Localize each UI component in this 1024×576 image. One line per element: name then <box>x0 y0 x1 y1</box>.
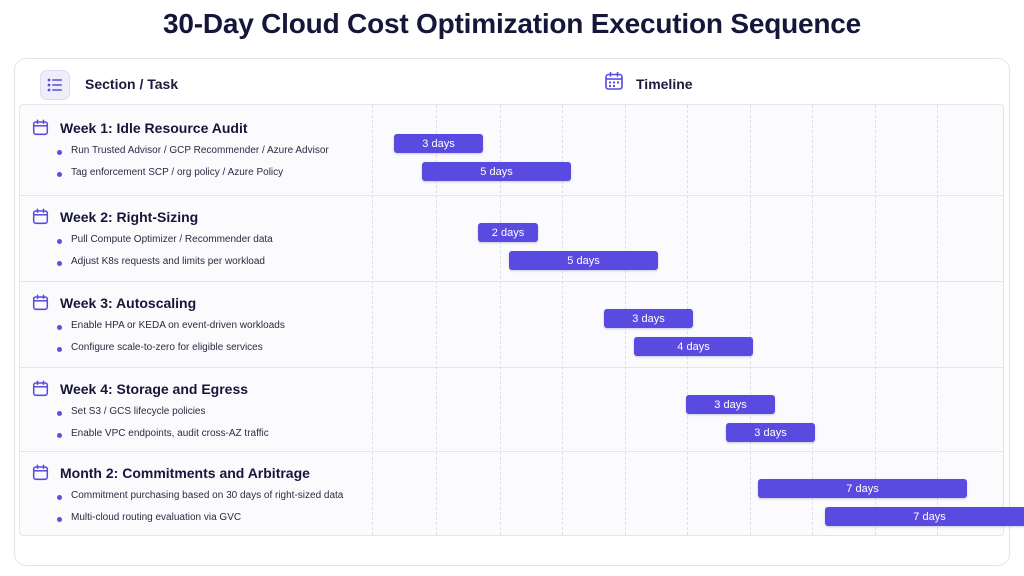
timeline-gridline <box>372 105 373 535</box>
task-label: Multi-cloud routing evaluation via GVC <box>71 512 242 523</box>
section-divider <box>20 451 1003 452</box>
bullet-dot <box>57 325 62 330</box>
gantt-bar[interactable]: 3 days <box>394 134 483 153</box>
gantt-bar[interactable]: 7 days <box>758 479 967 498</box>
section-title: Week 1: Idle Resource Audit <box>60 120 248 136</box>
section-title: Week 4: Storage and Egress <box>60 381 249 397</box>
section-divider <box>20 195 1003 196</box>
gantt-bar[interactable]: 4 days <box>634 337 753 356</box>
list-icon <box>40 70 70 100</box>
task-label: Enable VPC endpoints, audit cross-AZ tra… <box>71 428 269 439</box>
section-divider <box>20 367 1003 368</box>
timeline-gridline <box>562 105 563 535</box>
timeline-header: Timeline <box>636 76 693 92</box>
gantt-bar[interactable]: 3 days <box>686 395 775 414</box>
calendar-icon <box>32 119 49 136</box>
bullet-dot <box>57 347 62 352</box>
task-label: Pull Compute Optimizer / Recommender dat… <box>71 234 273 245</box>
bullet-dot <box>57 411 62 416</box>
timeline-gridline <box>812 105 813 535</box>
bullet-dot <box>57 433 62 438</box>
bullet-dot <box>57 495 62 500</box>
task-label: Set S3 / GCS lifecycle policies <box>71 406 206 417</box>
timeline-gridline <box>750 105 751 535</box>
calendar-icon <box>32 380 49 397</box>
page-title: 30-Day Cloud Cost Optimization Execution… <box>162 8 862 39</box>
task-label: Run Trusted Advisor / GCP Recommender / … <box>71 145 329 156</box>
calendar-icon <box>32 294 49 311</box>
bullet-dot <box>57 517 62 522</box>
task-label: Enable HPA or KEDA on event-driven workl… <box>71 320 285 331</box>
bullet-dot <box>57 172 62 177</box>
bullet-dot <box>57 239 62 244</box>
section-task-header: Section / Task <box>85 76 179 92</box>
gantt-bar[interactable]: 3 days <box>726 423 815 442</box>
timeline-gridline <box>500 105 501 535</box>
gantt-bar[interactable]: 2 days <box>478 223 538 242</box>
task-label: Configure scale-to-zero for eligible ser… <box>71 342 263 353</box>
calendar-icon <box>32 208 49 225</box>
timeline-gridline <box>875 105 876 535</box>
task-label: Tag enforcement SCP / org policy / Azure… <box>71 167 284 178</box>
calendar-icon <box>32 464 49 481</box>
gantt-bar[interactable]: 5 days <box>422 162 571 181</box>
task-label: Commitment purchasing based on 30 days o… <box>71 490 344 501</box>
calendar-icon <box>604 71 624 91</box>
timeline-gridline <box>436 105 437 535</box>
gantt-bar[interactable]: 3 days <box>604 309 693 328</box>
bullet-dot <box>57 261 62 266</box>
bullet-dot <box>57 150 62 155</box>
gantt-bar[interactable]: 5 days <box>509 251 658 270</box>
timeline-gridline <box>937 105 938 535</box>
section-divider <box>20 281 1003 282</box>
section-title: Week 3: Autoscaling <box>60 295 197 311</box>
gantt-bar[interactable]: 7 days <box>825 507 1024 526</box>
section-title: Week 2: Right-Sizing <box>60 209 199 225</box>
section-title: Month 2: Commitments and Arbitrage <box>60 465 310 481</box>
task-label: Adjust K8s requests and limits per workl… <box>71 256 265 267</box>
